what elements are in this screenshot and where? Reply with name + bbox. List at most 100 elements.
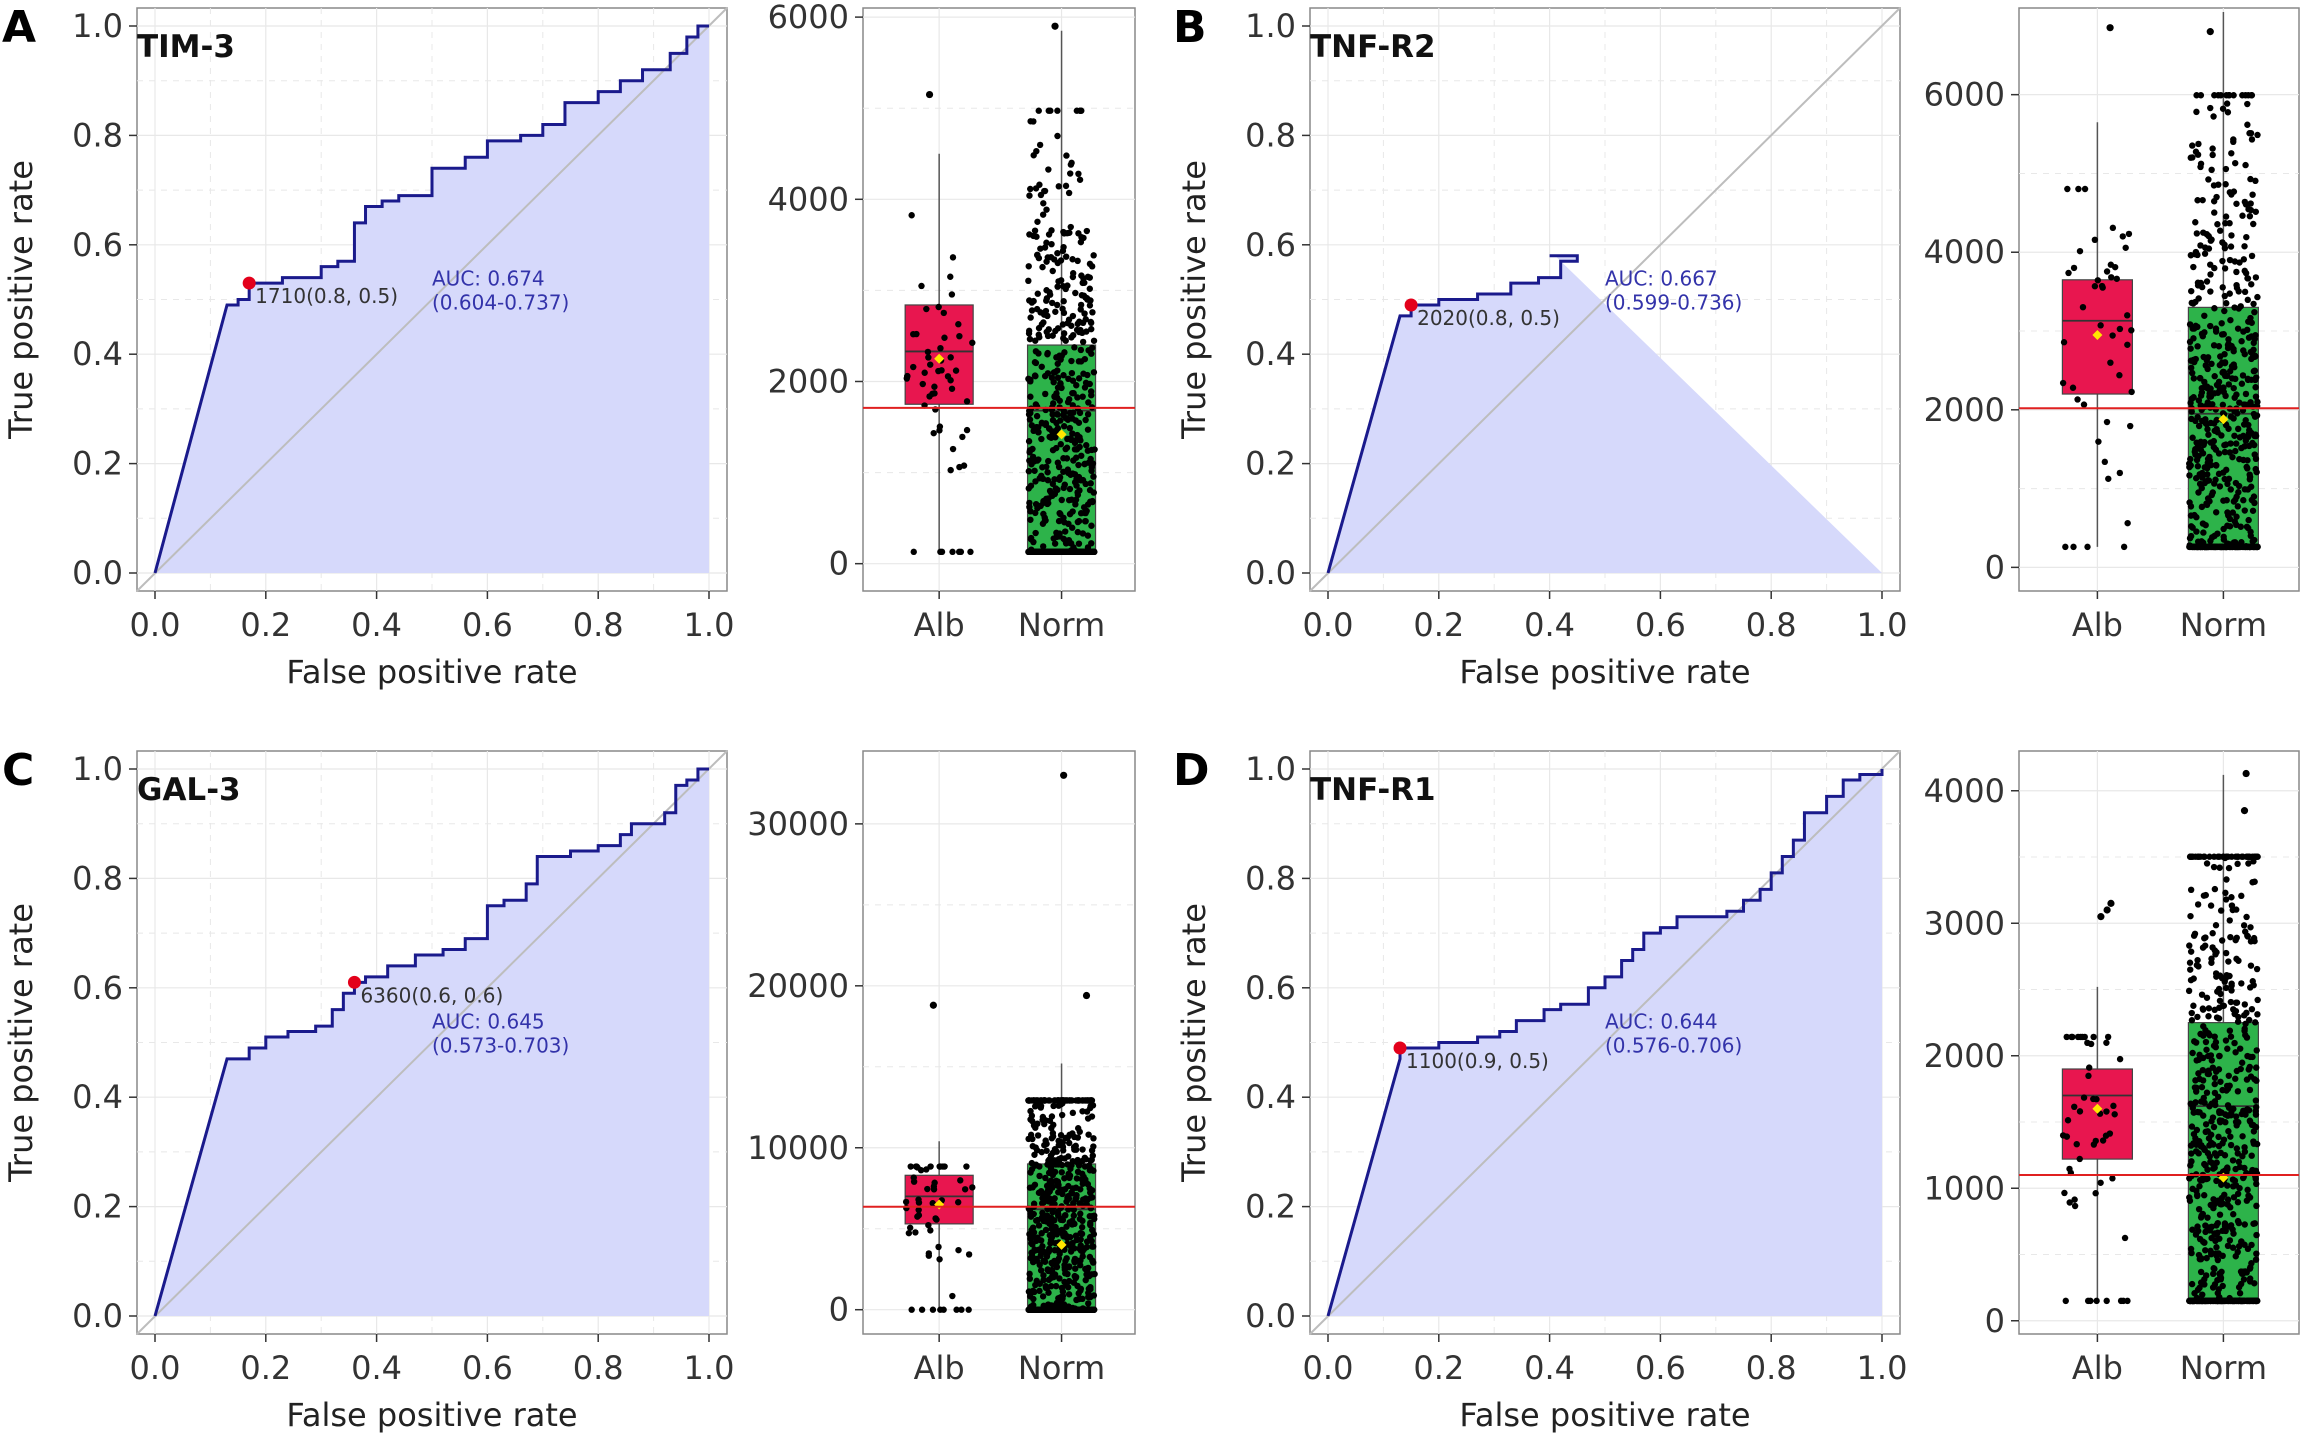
jitter-point-alb [912,1229,919,1236]
jitter-point-norm [2229,906,2236,914]
roc-y-tick-label: 0.8 [1245,859,1296,897]
jitter-point-norm [2193,961,2201,969]
jitter-point-norm [2227,1141,2235,1149]
jitter-point-norm [2225,864,2233,872]
roc-x-tick-label: 0.4 [1524,1349,1575,1387]
jitter-point-norm [2195,295,2202,302]
jitter-point-norm [1047,1177,1055,1184]
jitter-point-norm [1027,314,1034,321]
jitter-point-norm [2209,1114,2217,1121]
jitter-point-norm [2249,538,2256,545]
jitter-point-norm [2224,1196,2232,1203]
jitter-point-norm [2253,1231,2260,1239]
jitter-point-norm [2222,1227,2229,1235]
jitter-point-alb [953,1306,960,1313]
jitter-point-norm [2186,1197,2194,1204]
jitter-point-norm [2245,206,2252,213]
jitter-point-norm [1069,508,1076,515]
jitter-point-norm [1079,338,1087,346]
box-y-tick-label: 3000 [1924,904,2005,942]
roc-y-tick-label: 0.8 [72,859,123,897]
jitter-point-norm [1075,419,1083,426]
jitter-point-norm [2198,1083,2206,1091]
jitter-point-norm [1082,548,1089,556]
jitter-point-norm [1058,352,1065,359]
jitter-point-norm [2253,1250,2260,1257]
jitter-point-norm [2220,525,2227,533]
jitter-point-norm [2209,151,2216,159]
jitter-point-norm [2194,1013,2201,1021]
jitter-point-norm [2233,268,2240,276]
jitter-point-norm [2227,998,2235,1006]
jitter-point-norm [2192,1231,2200,1238]
jitter-point-norm [1052,1282,1060,1290]
jitter-point-norm [1039,1194,1046,1202]
jitter-point-norm [2232,447,2239,455]
jitter-point-norm [1025,330,1033,337]
jitter-point-norm [2241,1025,2248,1032]
jitter-point-norm [2251,1280,2258,1287]
jitter-point-norm [2221,441,2228,449]
jitter-point-norm [2245,334,2253,341]
jitter-point-alb [955,321,962,328]
jitter-point-norm [2201,479,2209,487]
jitter-point-norm [2244,121,2251,128]
jitter-point-norm [2249,978,2256,985]
jitter-point-norm [1087,388,1095,395]
jitter-point-norm [1073,475,1080,482]
jitter-point-norm [1050,1273,1057,1281]
jitter-point-alb [2109,1175,2116,1182]
jitter-point-norm [1088,325,1095,333]
jitter-point-norm [1044,1187,1052,1195]
jitter-point-norm [2254,293,2261,301]
jitter-point-alb [954,1199,962,1206]
jitter-point-norm [1032,529,1039,537]
jitter-point-norm [1026,1097,1033,1104]
jitter-point-alb [918,282,925,290]
jitter-point-norm [1061,1155,1068,1162]
jitter-point-alb [2064,1117,2072,1124]
jitter-point-norm [1054,360,1061,367]
jitter-point-norm [1074,320,1081,328]
jitter-point-norm [2241,350,2248,358]
jitter-point-norm [2240,922,2248,929]
jitter-point-norm [2233,200,2240,207]
jitter-point-alb [927,1227,934,1234]
jitter-point-norm [2219,284,2226,291]
jitter-point-norm [2210,342,2218,349]
jitter-point-alb [2071,1196,2078,1203]
jitter-point-norm [2209,1270,2217,1278]
jitter-point-norm [2228,894,2235,901]
jitter-point-norm [2204,1214,2211,1221]
jitter-point-norm [2233,440,2240,447]
jitter-point-alb [2099,1137,2107,1144]
jitter-point-alb [959,433,966,441]
jitter-point-norm [2229,1176,2237,1183]
jitter-point-alb [925,1250,933,1257]
jitter-point-norm [1089,460,1097,467]
jitter-point-norm [1088,350,1095,357]
jitter-point-norm [1070,1143,1078,1151]
jitter-point-norm [2198,991,2206,998]
jitter-point-norm [1075,358,1083,365]
jitter-point-norm [2203,1046,2210,1053]
jitter-point-alb [2068,1033,2075,1041]
jitter-point-alb [956,332,963,340]
jitter-point-norm [2231,1010,2238,1018]
jitter-point-norm [1061,1264,1068,1271]
jitter-point-norm [1056,1275,1063,1282]
jitter-point-norm [1089,1259,1097,1266]
jitter-point-norm [1032,359,1040,367]
jitter-point-norm [2194,538,2202,545]
jitter-point-norm [2244,275,2251,282]
jitter-point-norm [1042,390,1049,398]
jitter-point-norm [2188,287,2195,295]
jitter-point-norm [2225,475,2233,483]
jitter-point-norm [2185,987,2193,995]
jitter-point-norm [1060,298,1067,305]
jitter-point-norm [1082,1265,1089,1273]
jitter-point-norm [2236,1290,2244,1297]
jitter-point-norm [2194,343,2201,350]
jitter-point-norm [2248,281,2255,288]
